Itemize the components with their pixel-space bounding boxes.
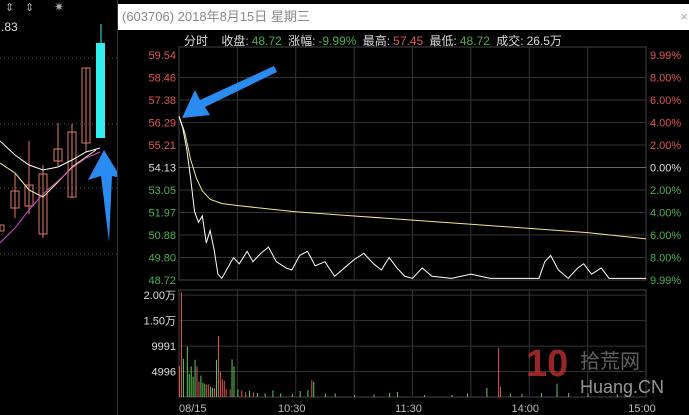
ma-line-yellow (0, 149, 97, 198)
low-value: 48.72 (459, 34, 490, 48)
high-label: 最高: (362, 34, 391, 48)
price-tick: 51.97 (148, 208, 176, 220)
pct-tick: 4.00% (650, 118, 681, 130)
time-tick: 11:30 (395, 403, 422, 415)
pct-tick: 9.99% (650, 275, 681, 287)
average-price-line (178, 115, 647, 240)
quote-summary: 分时 收盘: 48.72 涨幅: -9.99% 最高: 57.45 最低: 48.72 … (184, 32, 565, 49)
pct-tick: 6.00% (650, 230, 681, 242)
price-tick: 58.46 (148, 73, 176, 85)
ma-line-white (0, 140, 101, 171)
up-arrow-icon (88, 150, 117, 242)
change-label: 涨幅: (288, 34, 316, 48)
volume-tick: 2.00万 (144, 290, 176, 302)
pct-tick: 2.00% (650, 185, 681, 197)
watermark-en: Huang.CN (580, 377, 664, 397)
time-tick: 15:00 (628, 403, 656, 415)
price-tick: 57.38 (148, 95, 176, 107)
time-tick: 08/15 (179, 403, 207, 415)
watermark-cn: 拾荒网 (580, 350, 640, 373)
volume-value: 26.5万 (526, 34, 562, 48)
arrow-updown-icon: ⇕ (5, 2, 14, 14)
volume-label: 成交: (496, 34, 524, 48)
arrow-updown-icon: ⇕ (25, 2, 34, 14)
time-tick: 14:00 (511, 403, 539, 415)
candles (0, 67, 91, 238)
price-tick: 59.54 (148, 50, 176, 62)
ma-line-purple (0, 151, 101, 244)
intraday-chart[interactable]: 59.54 9.99% 58.46 8.00% 57.38 6.00% 56.29 4.00%… (118, 0, 689, 415)
volume-tick: 1.50万 (144, 316, 176, 328)
intraday-window: (603706) 2018年8月15日 星期三 × 分时 收盘: 48.72 涨幅… (117, 0, 689, 415)
price-tick: 54.13 (148, 163, 176, 175)
pct-tick: 8.00% (650, 73, 681, 85)
high-value: 57.45 (393, 34, 424, 48)
close-label: 收盘: (221, 34, 249, 48)
price-tick: 49.80 (148, 253, 176, 265)
candlestick-chart: ⇕ ⇕ ✷ .83 (0, 0, 117, 255)
pct-tick: 9.99% (650, 50, 681, 62)
watermark-logo: 10 (526, 343, 568, 385)
mode-label: 分时 (184, 34, 209, 48)
volume-tick: 4996 (152, 367, 176, 379)
pct-tick: 2.00% (650, 140, 681, 152)
time-tick: 10:30 (278, 403, 306, 415)
pointer-arrow-icon (182, 66, 277, 118)
indicator-value: .83 (1, 20, 18, 34)
change-value: -9.99% (318, 34, 357, 48)
pct-tick: 6.00% (650, 95, 681, 107)
pct-tick: 4.00% (650, 208, 681, 220)
limit-candle (96, 43, 105, 138)
low-label: 最低: (429, 34, 457, 48)
pct-tick: 0.00% (650, 163, 681, 175)
price-tick: 53.05 (148, 185, 176, 197)
price-tick: 50.88 (148, 230, 176, 242)
volume-tick: 9991 (152, 341, 176, 353)
price-tick: 55.21 (148, 140, 176, 152)
kline-panel: ⇕ ⇕ ✷ .83 (0, 0, 117, 415)
price-tick: 56.29 (148, 118, 176, 130)
window-title: (603706) 2018年8月15日 星期三 (122, 9, 310, 24)
close-icon[interactable]: × (680, 9, 688, 24)
close-value: 48.72 (251, 34, 282, 48)
sun-icon: ✷ (54, 0, 64, 14)
title-bar: (603706) 2018年8月15日 星期三 × (118, 4, 689, 30)
price-line (178, 115, 646, 280)
pct-tick: 8.00% (650, 253, 681, 265)
price-tick: 48.72 (148, 275, 176, 287)
